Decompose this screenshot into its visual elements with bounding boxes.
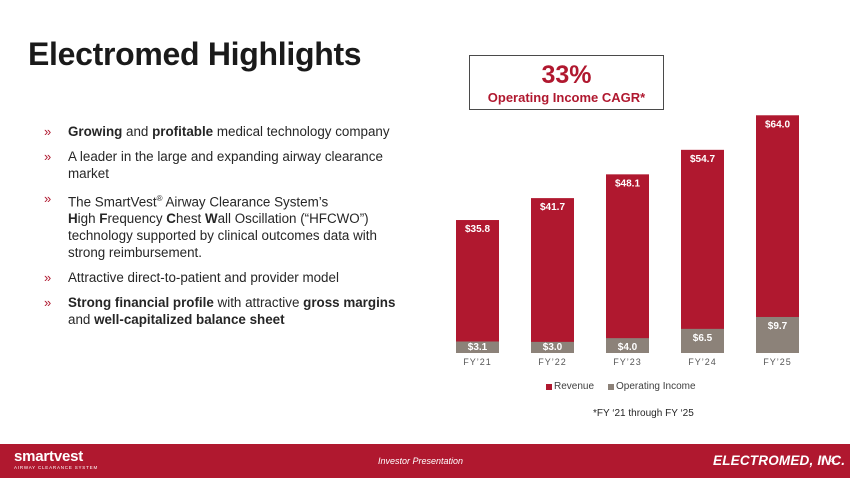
smartvest-logo: smartvest AIRWAY CLEARANCE SYSTEM xyxy=(14,449,98,470)
smartvest-logo-subtext: AIRWAY CLEARANCE SYSTEM xyxy=(14,465,98,470)
smartvest-logo-text: smartvest xyxy=(14,448,84,465)
revenue-operating-income-chart: $35.8 $3.1 FY’21 $41.7 $3.0 FY’22 $48.1 $4.0 FY’… xyxy=(456,115,799,367)
footer-separator: | xyxy=(821,455,824,465)
footer-presentation-label: Investor Presentation xyxy=(378,456,464,466)
legend-swatch xyxy=(608,383,615,390)
revenue-bar xyxy=(681,149,724,353)
revenue-bar xyxy=(531,198,574,353)
revenue-bar xyxy=(606,174,649,353)
x-tick-label: FY’21 xyxy=(463,357,492,367)
legend-label: Operating Income xyxy=(616,381,696,392)
revenue-data-label: $64.0 xyxy=(765,119,790,130)
bullet-marker: » xyxy=(44,270,52,286)
operating-income-bar xyxy=(756,316,799,353)
highlight-bullet: » The SmartVest® Airway Clearance System’… xyxy=(44,191,377,261)
legend-swatch xyxy=(546,383,552,390)
highlight-bullet: » A leader in the large and expanding air… xyxy=(44,149,383,181)
operating-income-bar xyxy=(456,341,499,353)
electromed-logo: ELECTROMED, INC. xyxy=(713,453,846,468)
revenue-bar xyxy=(456,220,499,353)
revenue-data-label: $54.7 xyxy=(690,154,715,165)
operating-income-data-label: $4.0 xyxy=(618,342,638,353)
highlight-bullet: » Growing and profitable medical technolo… xyxy=(44,124,390,139)
revenue-bar xyxy=(756,115,799,354)
cagr-callout: 33% Operating Income CAGR* xyxy=(469,55,664,110)
bullet-marker: » xyxy=(44,124,52,139)
bullet-marker: » xyxy=(44,149,52,164)
operating-income-data-label: $3.0 xyxy=(543,342,563,353)
revenue-data-label: $48.1 xyxy=(615,178,640,189)
revenue-data-label: $35.8 xyxy=(465,224,490,235)
x-tick-label: FY’22 xyxy=(538,357,567,367)
footer-bar: smartvest AIRWAY CLEARANCE SYSTEM Invest… xyxy=(0,444,850,478)
cagr-footnote: *FY ‘21 through FY ‘25 xyxy=(593,408,694,419)
legend-label: Revenue xyxy=(554,381,595,392)
x-tick-label: FY’25 xyxy=(763,357,792,367)
operating-income-data-label: $9.7 xyxy=(768,321,788,332)
cagr-label: Operating Income CAGR* xyxy=(487,90,646,105)
highlight-bullet: » Attractive direct-to-patient and provid… xyxy=(44,270,339,286)
x-tick-label: FY’24 xyxy=(688,357,717,367)
legend-item: Operating Income xyxy=(608,381,696,392)
operating-income-bar xyxy=(531,341,574,353)
page-number: 4 xyxy=(830,455,836,465)
highlights-list: » Growing and profitable medical technolo… xyxy=(44,123,414,336)
highlight-bullet: » Strong financial profile with attractiv… xyxy=(44,295,396,328)
chart-legend: Revenue Operating Income xyxy=(546,381,696,392)
legend-item: Revenue xyxy=(546,381,594,392)
operating-income-data-label: $3.1 xyxy=(468,342,488,353)
bullet-marker: » xyxy=(44,295,52,311)
slide-title: Electromed Highlights xyxy=(28,36,362,72)
operating-income-bar xyxy=(606,338,649,353)
operating-income-bar xyxy=(681,328,724,353)
x-tick-label: FY’23 xyxy=(613,357,642,367)
bullet-marker: » xyxy=(44,191,52,206)
revenue-data-label: $41.7 xyxy=(540,202,565,213)
operating-income-data-label: $6.5 xyxy=(693,333,713,344)
cagr-value: 33% xyxy=(541,61,592,89)
